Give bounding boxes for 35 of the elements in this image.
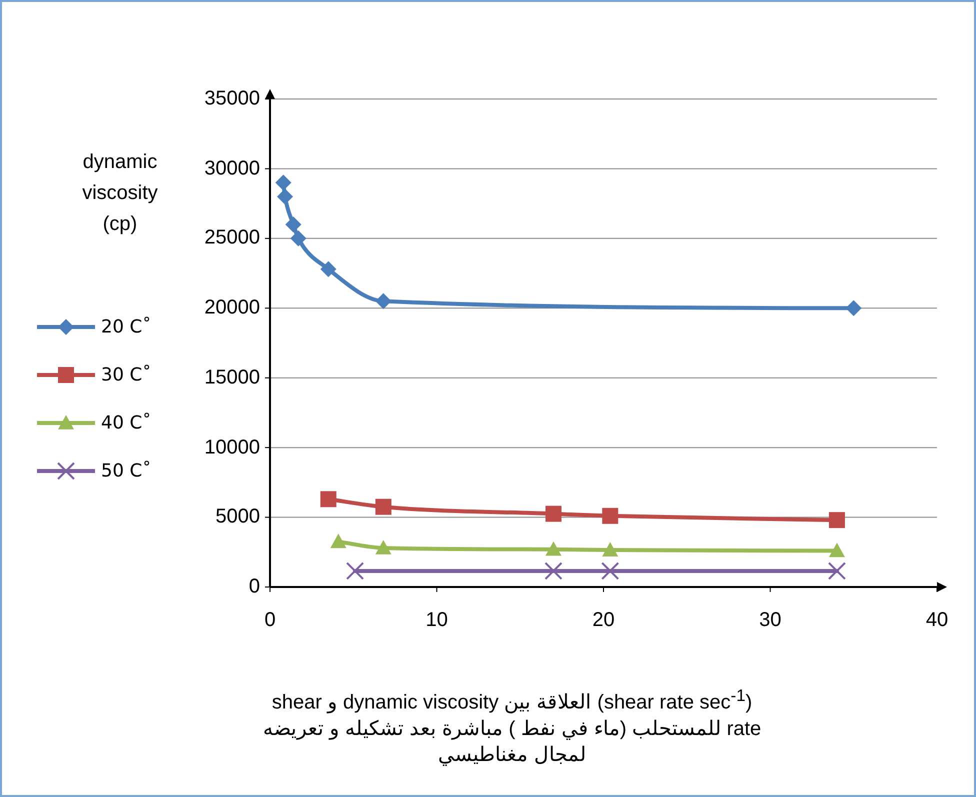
y-tick-label: 10000 (204, 436, 260, 460)
point (828, 512, 845, 528)
point (544, 562, 562, 580)
point (320, 261, 336, 278)
y-tick-label: 5000 (216, 506, 260, 529)
point (330, 534, 346, 548)
point (375, 293, 392, 310)
y-tick-label: 35000 (204, 88, 260, 110)
point (375, 498, 392, 515)
x-tick-label: 30 (759, 609, 782, 632)
x-tick-label: 0 (264, 609, 276, 632)
point (602, 508, 618, 524)
point (828, 542, 845, 558)
point (290, 230, 306, 246)
point (846, 300, 862, 316)
point (545, 541, 562, 556)
point (275, 174, 292, 191)
x-tick-label: 10 (426, 609, 448, 632)
point (277, 188, 294, 205)
x-tick-label: 20 (592, 609, 615, 632)
x-tick-label: 40 (926, 609, 948, 632)
point (346, 562, 364, 580)
point (375, 540, 392, 554)
y-tick-label: 25000 (204, 226, 260, 250)
y-tick-label: 0 (248, 576, 260, 598)
y-axis-title: dynamic viscosity (cp) (81, 150, 159, 237)
y-tick-label: 30000 (204, 157, 260, 180)
point (545, 506, 562, 522)
y-tick-label: 20000 (204, 296, 260, 320)
point (602, 542, 618, 556)
point (828, 562, 846, 580)
point (285, 216, 302, 232)
point (601, 562, 620, 580)
y-tick-label: 15000 (204, 366, 260, 390)
point (320, 491, 336, 508)
